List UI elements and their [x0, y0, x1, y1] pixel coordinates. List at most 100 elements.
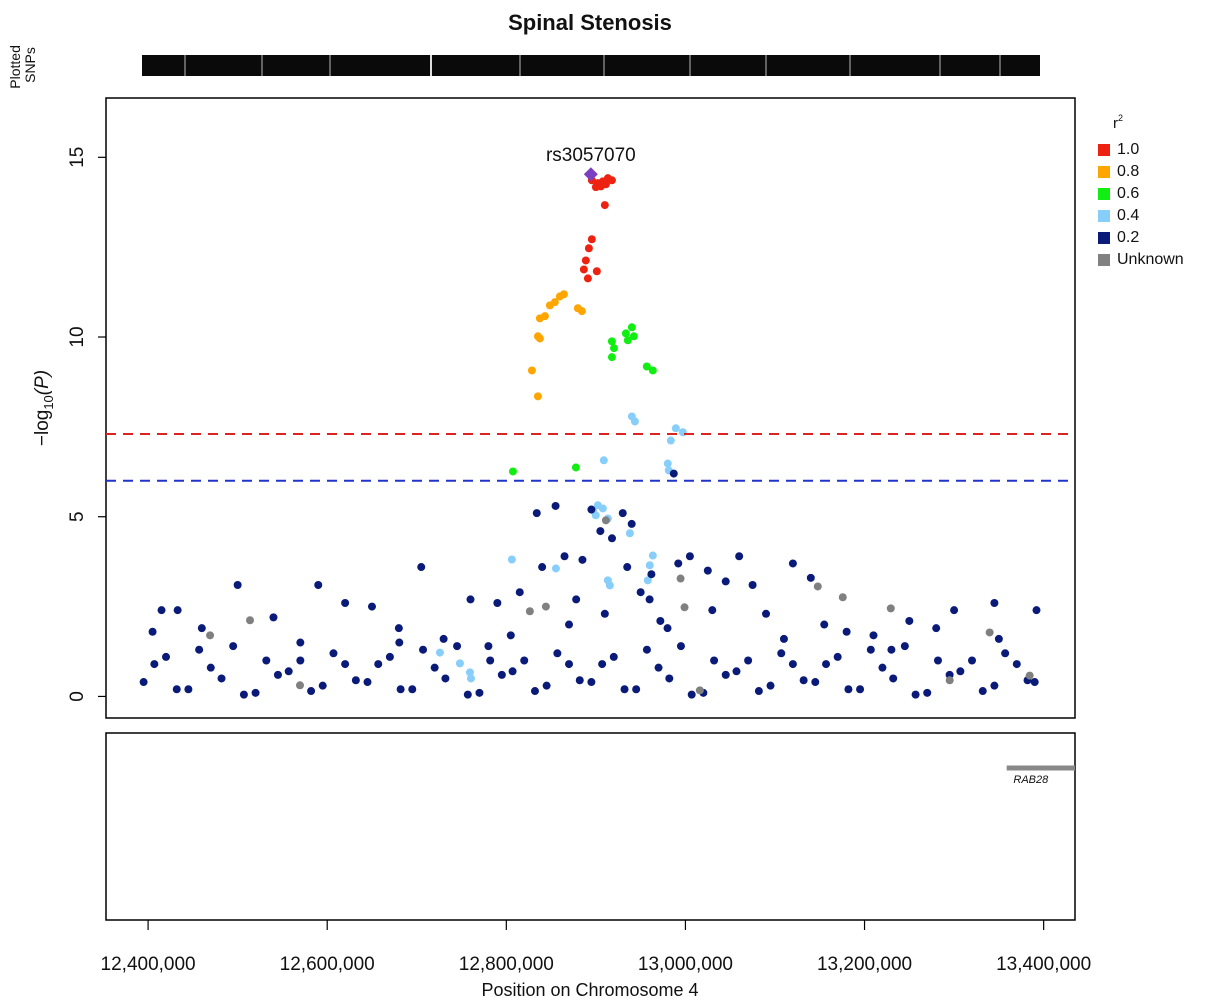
snp-point [732, 667, 741, 676]
snp-point [351, 676, 360, 685]
snp-point [820, 620, 829, 629]
x-tick-label: 12,400,000 [101, 954, 196, 975]
snp-point [560, 552, 569, 561]
snp-point [394, 624, 403, 633]
snp-point [663, 624, 672, 633]
legend-swatch [1098, 188, 1110, 200]
snp-point [538, 563, 547, 572]
snp-point [455, 659, 464, 668]
snp-point [172, 685, 181, 694]
snp-point [591, 511, 600, 520]
snp-point [184, 685, 193, 694]
snp-point [656, 616, 665, 625]
snp-point [956, 667, 965, 676]
x-axis-label: Position on Chromosome 4 [481, 980, 698, 1000]
snp-point [197, 624, 206, 633]
snp-point [911, 690, 920, 699]
snp-point [533, 392, 542, 401]
snp-point [329, 649, 338, 658]
track-label-line: SNPs [22, 47, 38, 83]
snp-point [341, 660, 350, 669]
snp-point [419, 645, 428, 654]
snp-point [367, 602, 376, 611]
y-label-main: −log [32, 410, 53, 446]
plot-frame [105, 97, 1076, 719]
snp-point [754, 687, 763, 696]
snp-point [565, 620, 574, 629]
snp-point [598, 504, 607, 513]
gene-label: RAB28 [1013, 774, 1049, 786]
snp-point [627, 519, 636, 528]
snp-point [932, 624, 941, 633]
chart-title: Spinal Stenosis [508, 10, 672, 35]
legend-label: 0.8 [1117, 163, 1139, 180]
snp-point [139, 678, 148, 687]
snp-point [162, 652, 171, 661]
snp-point [680, 603, 689, 612]
snp-point [779, 634, 788, 643]
snp-point [508, 467, 517, 476]
y-tick-label: 5 [67, 511, 88, 522]
snp-point [435, 648, 444, 657]
legend-swatch [1098, 232, 1110, 244]
snp-point [900, 642, 909, 651]
snp-point [889, 674, 898, 683]
snp-point [703, 566, 712, 575]
snp-point [933, 656, 942, 665]
snp-point [463, 690, 472, 699]
snp-point [838, 593, 847, 602]
snp-point [553, 649, 562, 658]
snp-point [551, 501, 560, 510]
snp-point [307, 687, 316, 696]
snp-point [587, 235, 596, 244]
snp-point [530, 687, 539, 696]
snp-point [886, 604, 895, 613]
legend-label: Unknown [1117, 251, 1184, 268]
snp-point [671, 424, 680, 433]
snp-point [990, 681, 999, 690]
legend-title-base: r [1113, 115, 1118, 132]
snp-point [575, 676, 584, 685]
snp-point [642, 362, 651, 371]
snp-point [710, 656, 719, 665]
snp-point [157, 606, 166, 615]
snp-point [508, 667, 517, 676]
y-axis-label: −log10(P) [32, 370, 56, 446]
y-label-arg: (P) [32, 370, 53, 395]
snp-point [295, 681, 304, 690]
snp-point [493, 598, 502, 607]
snp-point [600, 609, 609, 618]
snp-point [520, 656, 529, 665]
snp-point [923, 688, 932, 697]
snp-point [618, 509, 627, 518]
snp-point [572, 595, 581, 604]
snp-point [506, 631, 515, 640]
snp-point [540, 312, 549, 321]
snp-track [142, 55, 1040, 76]
snp-point [148, 627, 157, 636]
snp-point [374, 660, 383, 669]
snp-point [535, 334, 544, 343]
snp-point [262, 656, 271, 665]
snp-point [587, 678, 596, 687]
snp-point [1025, 671, 1034, 680]
snp-point [607, 534, 616, 543]
snp-point [206, 631, 215, 640]
snp-point [762, 609, 771, 618]
snp-point [246, 616, 255, 625]
legend-label: 0.4 [1117, 207, 1139, 224]
snp-point [990, 598, 999, 607]
snp-point [417, 563, 426, 572]
snp-point [735, 552, 744, 561]
snp-point [466, 595, 475, 604]
snp-point [571, 463, 580, 472]
snp-track-gaps [184, 55, 1001, 76]
snp-point [623, 336, 632, 345]
snp-point [665, 674, 674, 683]
snp-point [687, 690, 696, 699]
snp-point [647, 570, 656, 579]
snp-point [676, 574, 685, 583]
snp-point [866, 645, 875, 654]
snp-point [685, 552, 694, 561]
snp-point [788, 559, 797, 568]
